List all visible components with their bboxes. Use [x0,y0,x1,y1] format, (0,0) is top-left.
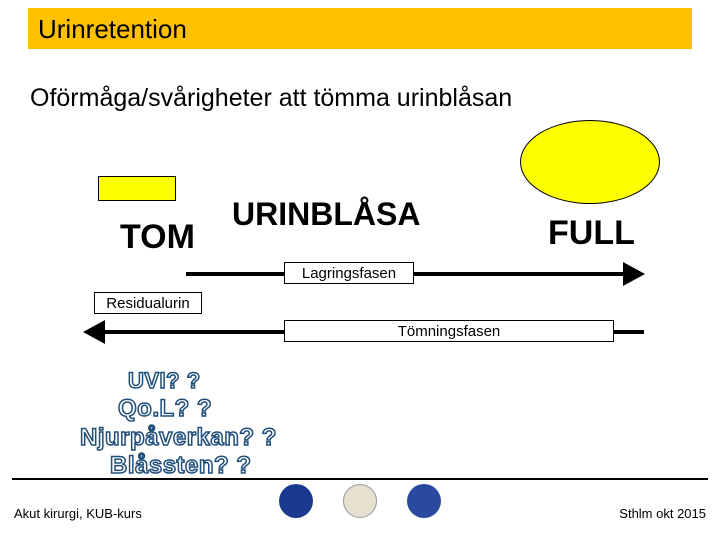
label-tomningsfasen: Tömningsfasen [284,320,614,342]
question-1: Qo.L? ? [118,395,212,423]
question-3: Blåssten? ? [110,452,252,480]
label-residualurin: Residualurin [94,292,202,314]
full-bladder-shape [520,120,660,204]
footer-logos [0,484,720,518]
logo-1-icon [279,484,313,518]
label-urinblasa: URINBLÅSA [232,196,420,233]
logo-3-icon [407,484,441,518]
label-lagringsfasen: Lagringsfasen [284,262,414,284]
bladder-diagram: TOM URINBLÅSA FULL Lagringsfasen Tömning… [0,0,720,540]
empty-bladder-shape [98,176,176,201]
question-2: Njurpåverkan? ? [80,424,277,452]
label-full: FULL [548,214,635,253]
logo-2-icon [343,484,377,518]
footer-divider [12,478,708,480]
label-tom: TOM [120,218,195,257]
question-0: UVI? ? [128,368,201,394]
